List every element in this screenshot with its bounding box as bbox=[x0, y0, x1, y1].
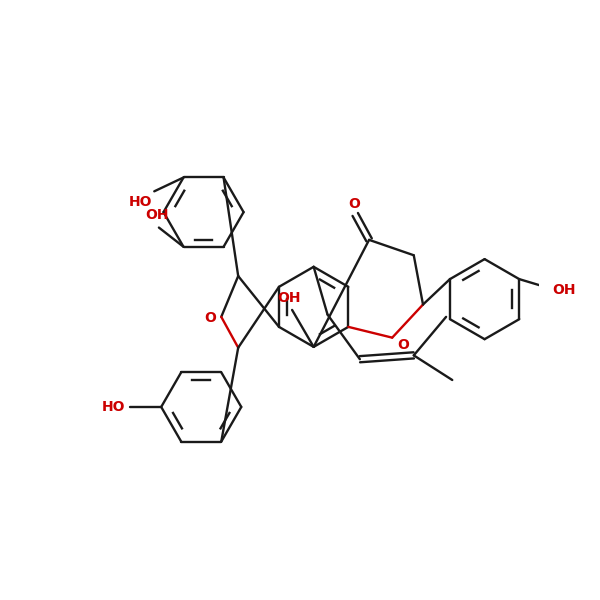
Text: O: O bbox=[205, 311, 217, 325]
Text: OH: OH bbox=[277, 290, 301, 305]
Text: HO: HO bbox=[128, 195, 152, 209]
Text: O: O bbox=[348, 197, 359, 211]
Text: HO: HO bbox=[102, 400, 125, 414]
Text: OH: OH bbox=[146, 208, 169, 222]
Text: O: O bbox=[397, 338, 409, 352]
Text: OH: OH bbox=[552, 283, 575, 297]
